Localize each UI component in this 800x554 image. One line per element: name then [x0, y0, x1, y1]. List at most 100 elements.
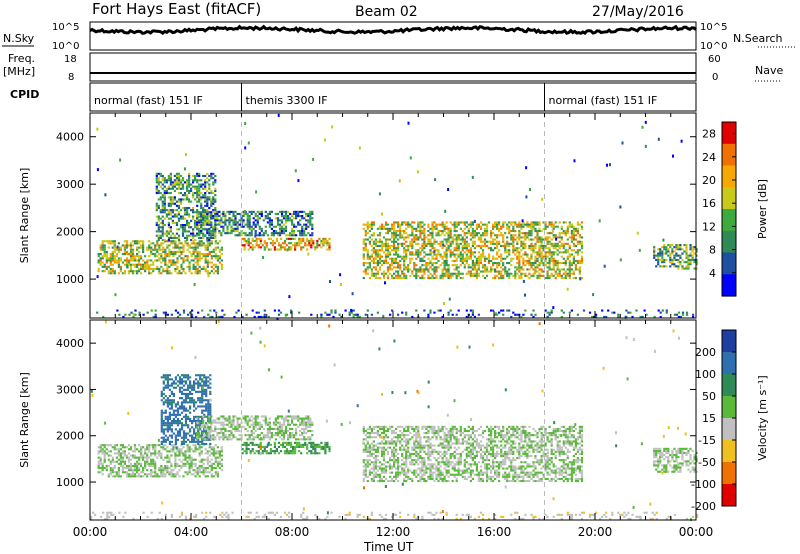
echo-cell — [162, 388, 165, 391]
echo-cell — [164, 473, 167, 476]
echo-cell — [186, 236, 189, 239]
echo-cell — [467, 249, 470, 252]
echo-cell — [409, 244, 412, 247]
echo-cell — [560, 255, 563, 258]
echo-cell — [119, 475, 122, 478]
echo-cell — [192, 240, 195, 243]
echo-cell — [370, 238, 373, 241]
echo-cell — [178, 246, 181, 249]
echo-cell — [469, 249, 472, 252]
echo-cell — [242, 221, 245, 224]
echo-cell — [206, 427, 209, 430]
echo-cell — [240, 217, 243, 220]
echo-cell — [203, 409, 206, 412]
echo-cell — [176, 413, 180, 416]
echo-cell — [212, 462, 215, 465]
echo-cell — [113, 244, 116, 247]
echo-cell — [494, 247, 497, 250]
echo-cell — [222, 227, 225, 230]
echo-cell — [391, 240, 394, 243]
echo-cell — [163, 239, 166, 242]
echo-cell — [146, 462, 149, 465]
echo-cell — [179, 215, 183, 218]
echo-cell — [121, 253, 124, 256]
echo-cell — [187, 384, 190, 387]
echo-cell — [208, 421, 211, 424]
echo-cell — [198, 464, 201, 467]
echo-cell — [554, 262, 557, 265]
echo-cell — [131, 473, 135, 476]
echo-cell — [180, 382, 184, 385]
echo-cell — [544, 255, 547, 258]
echo-cell — [125, 250, 129, 253]
echo-cell — [190, 239, 193, 242]
echo-cell — [516, 240, 519, 243]
echo-cell — [176, 403, 180, 406]
echo-cell — [530, 274, 533, 277]
echo-cell — [471, 230, 474, 233]
echo-cell — [168, 401, 171, 404]
echo-cell — [176, 424, 180, 427]
echo-cell — [202, 219, 205, 222]
echo-cell — [532, 247, 535, 250]
echo-cell — [372, 257, 375, 260]
echo-cell — [216, 460, 219, 463]
echo-cell — [457, 247, 460, 250]
echo-cell — [113, 246, 116, 249]
echo-cell — [200, 436, 203, 439]
echo-cell — [107, 473, 110, 476]
echo-cell — [441, 255, 444, 258]
echo-cell — [129, 458, 133, 461]
echo-region — [653, 244, 698, 270]
echo-cell — [451, 253, 454, 256]
echo-cell — [445, 272, 448, 275]
echo-cell — [162, 420, 165, 423]
echo-cell — [455, 257, 458, 260]
echo-cell — [228, 430, 231, 433]
echo-region — [97, 240, 223, 275]
echo-cell — [695, 267, 698, 270]
echo-cell — [192, 185, 195, 188]
echo-cell — [485, 223, 489, 226]
echo-cell — [162, 430, 165, 433]
echo-cell — [133, 454, 137, 457]
echo-cell — [188, 234, 191, 237]
echo-cell — [193, 415, 196, 418]
echo-cell — [352, 315, 355, 318]
echo-cell — [212, 467, 215, 470]
echo-cell — [182, 311, 186, 314]
echo-cell — [560, 244, 563, 247]
echo-cell — [467, 272, 470, 275]
echo-cell — [512, 240, 515, 243]
echo-cell — [469, 251, 472, 254]
echo-cell — [168, 434, 171, 437]
echo-cell — [113, 464, 116, 467]
echo-cell — [528, 238, 531, 241]
echo-cell — [627, 311, 630, 314]
echo-cell — [193, 403, 196, 406]
echo-cell — [174, 467, 177, 470]
echo-cell — [169, 179, 172, 182]
echo-cell — [191, 426, 194, 429]
echo-cell — [163, 204, 166, 207]
echo-cell — [236, 223, 239, 226]
echo-cell — [451, 236, 454, 239]
echo-cell — [174, 376, 177, 379]
echo-cell — [115, 261, 118, 264]
echo-cell — [344, 309, 347, 312]
echo-cell — [246, 219, 249, 222]
echo-cell — [164, 409, 167, 412]
echo-cell — [168, 458, 171, 461]
echo-cell — [216, 464, 219, 467]
echo-cell — [564, 249, 567, 252]
echo-cell — [564, 262, 567, 265]
echo-cell — [196, 215, 199, 218]
colorbar-label: Power [dB] — [756, 179, 769, 239]
echo-cell — [677, 246, 680, 249]
echo-cell — [167, 211, 170, 214]
echo-cell — [184, 380, 188, 383]
echo-cell — [465, 259, 468, 262]
echo-cell — [415, 270, 418, 273]
echo-cell — [498, 311, 501, 314]
echo-cell — [311, 212, 314, 215]
